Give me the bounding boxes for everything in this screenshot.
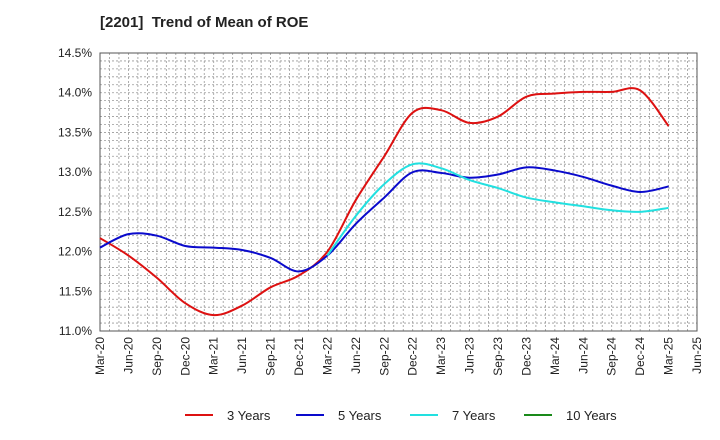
x-tick-label: Sep-21 [264,337,278,376]
legend-item-3-years: 3 Years [185,404,270,426]
x-tick-label: Sep-22 [377,337,391,376]
x-tick-label: Mar-20 [93,337,107,375]
legend-label: 3 Years [227,407,271,423]
legend-swatch [524,414,552,416]
x-tick-label: Dec-20 [178,337,192,376]
legend-item-10-years: 10 Years [524,404,617,426]
axes [99,52,698,332]
legend-swatch [410,414,438,416]
legend-item-5-years: 5 Years [296,404,381,426]
x-tick-label: Jun-22 [349,337,363,374]
legend-item-7-years: 7 Years [410,404,495,426]
legend-swatch [185,414,213,416]
y-tick-label: 13.5% [58,125,92,139]
legend-swatch [296,414,324,416]
series-lines [99,87,670,317]
y-tick-label: 14.5% [58,46,92,60]
legend: 3 Years 5 Years 7 Years 10 Years [0,404,720,426]
y-tick-label: 11.5% [59,284,92,298]
x-tick-label: Jun-25 [690,337,704,374]
x-tick-label: Mar-24 [548,337,562,375]
legend-label: 5 Years [338,407,382,423]
x-tick-label: Dec-22 [406,337,420,376]
legend-label: 10 Years [566,407,617,423]
x-tick-label: Sep-20 [150,337,164,376]
x-tick-label: Jun-23 [463,337,477,374]
y-tick-label: 12.0% [58,245,92,259]
legend-label: 7 Years [452,407,496,423]
x-tick-label: Sep-23 [491,337,505,376]
x-tick-label: Dec-21 [292,337,306,376]
x-tick-label: Jun-20 [121,337,135,374]
x-tick-label: Jun-21 [235,337,249,374]
y-tick-label: 11.0% [59,324,92,338]
chart-title: [2201] Trend of Mean of ROE [100,14,309,31]
y-tick-label: 13.0% [58,165,92,179]
x-tick-label: Mar-21 [207,337,221,375]
series-line-7-years [326,162,669,257]
series-line-3-years [99,87,670,317]
series-line-5-years [99,166,669,273]
grid [99,52,698,332]
y-tick-label: 12.5% [58,205,92,219]
x-tick-label: Sep-24 [605,337,619,376]
x-tick-label: Mar-25 [662,337,676,375]
y-tick-label: 14.0% [58,86,92,100]
x-tick-label: Jun-24 [576,337,590,374]
plot-border [99,52,698,332]
line-chart: 11.0% 11.5% 12.0% 12.5% 13.0% 13.5% 14.0% 14.5%… [58,46,704,376]
x-tick-label: Dec-24 [633,337,647,376]
x-tick-label: Dec-23 [519,337,533,376]
x-tick-label: Mar-23 [434,337,448,375]
x-tick-label: Mar-22 [320,337,334,375]
tick-labels: 11.0% 11.5% 12.0% 12.5% 13.0% 13.5% 14.0% 14.5%… [58,46,704,376]
